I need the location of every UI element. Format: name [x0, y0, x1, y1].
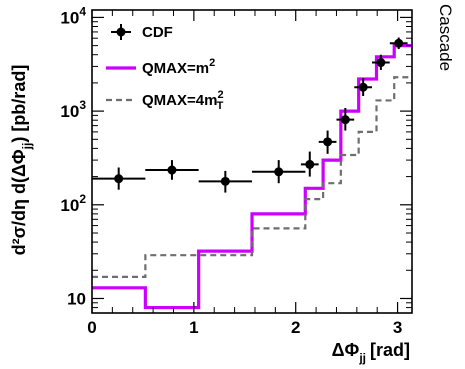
y-axis-label: d²σ/dη d(ΔΦjj) [pb/rad]: [9, 65, 34, 256]
y-tick-label: 102: [60, 192, 86, 215]
legend-item-qmax_m2: QMAX=m2: [106, 57, 215, 77]
series-qmax_4mt2: [92, 76, 412, 278]
point-marker: [305, 159, 315, 169]
data-point-8: [354, 78, 373, 96]
point-marker: [220, 176, 230, 186]
point-marker: [358, 82, 368, 92]
legend-marker-point: [116, 27, 126, 37]
plot-frame: [91, 9, 413, 314]
series-qmax_m2: [92, 44, 412, 310]
point-marker: [274, 167, 284, 177]
y-tick-label: 10: [67, 289, 86, 308]
data-point-10: [389, 37, 408, 50]
data-point-7: [336, 107, 355, 131]
data-point-1: [92, 167, 146, 190]
side-label-cascade: Cascade: [436, 4, 455, 71]
data-point-6: [318, 130, 337, 154]
point-marker: [323, 137, 333, 147]
point-marker: [394, 38, 404, 48]
series-layer: [92, 37, 412, 310]
axes-layer: [91, 9, 413, 314]
point-marker: [376, 58, 386, 68]
x-tick-label: 0: [87, 318, 96, 337]
data-point-9: [372, 54, 390, 70]
legend-label: QMAX=m2: [142, 57, 215, 77]
legend: CDF QMAX=m2 QMAX=4m2 T: [106, 24, 224, 112]
data-point-5: [300, 151, 319, 177]
tick-labels: 0 1 2 3 10 102 103 104: [60, 4, 402, 337]
y-tick-label: 104: [60, 4, 86, 27]
legend-label: QMAX=4m2 T: [142, 89, 224, 112]
legend-label: CDF: [142, 24, 173, 41]
x-tick-label: 1: [189, 318, 198, 337]
point-marker: [340, 115, 350, 125]
y-tick-label: 103: [60, 98, 86, 121]
x-tick-label: 3: [393, 318, 402, 337]
legend-item-cdf: CDF: [111, 24, 173, 41]
x-tick-label: 2: [291, 318, 300, 337]
point-marker: [114, 174, 124, 184]
x-axis-label: ΔΦjj [rad]: [332, 340, 410, 365]
data-point-4: [252, 160, 306, 184]
data-point-3: [198, 170, 253, 193]
legend-item-qmax_4mt2: QMAX=4m2 T: [106, 89, 224, 112]
data-point-2: [145, 160, 199, 180]
point-marker: [167, 165, 177, 175]
